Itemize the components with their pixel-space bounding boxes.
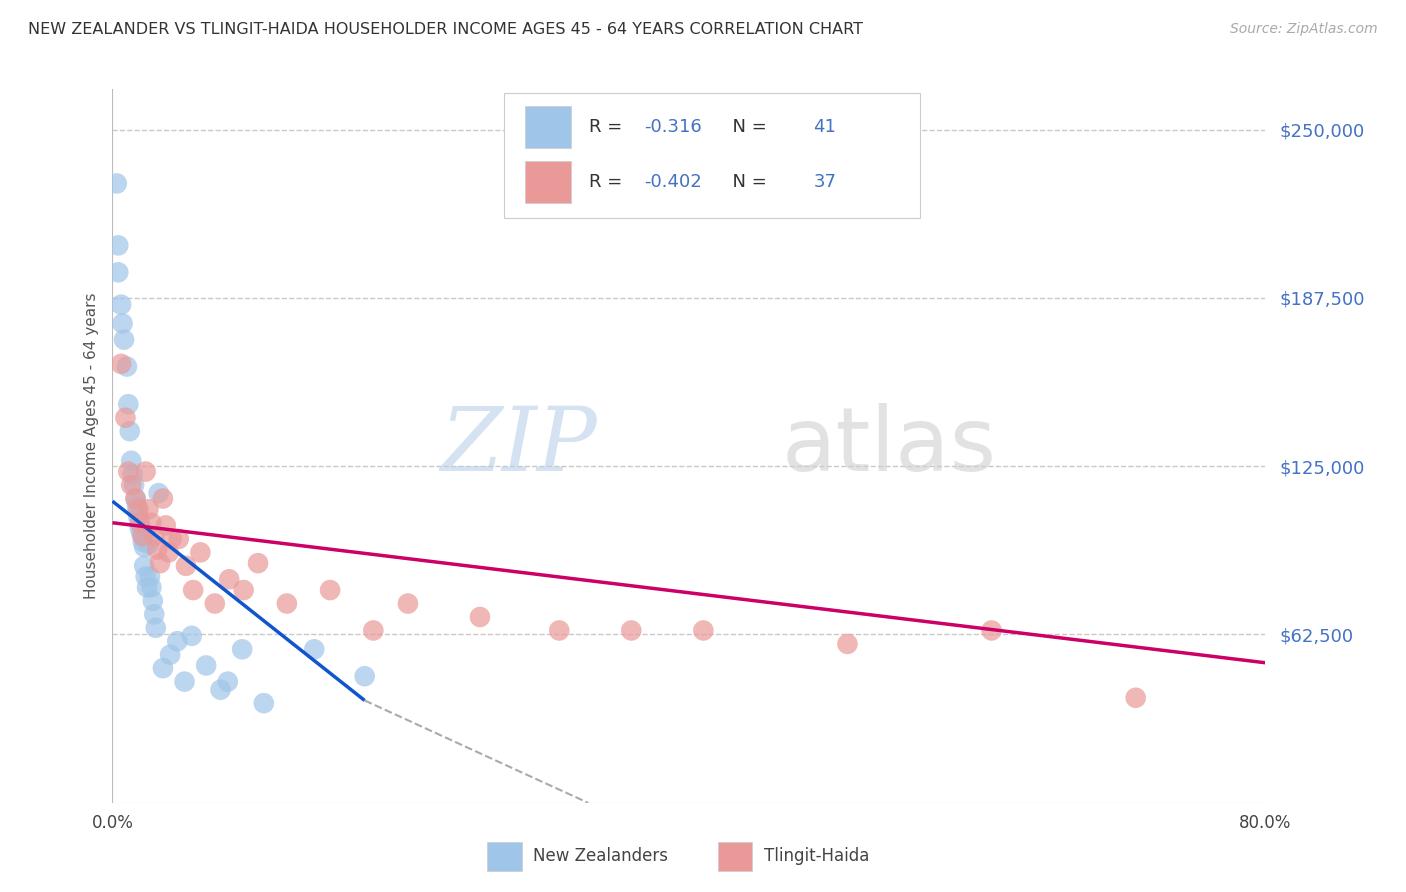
Point xyxy=(174,558,197,573)
Point xyxy=(115,359,138,374)
Point xyxy=(129,526,153,541)
Point xyxy=(319,583,342,598)
Point xyxy=(118,424,141,438)
Point xyxy=(141,580,163,594)
Point xyxy=(980,624,1002,638)
Text: NEW ZEALANDER VS TLINGIT-HAIDA HOUSEHOLDER INCOME AGES 45 - 64 YEARS CORRELATION: NEW ZEALANDER VS TLINGIT-HAIDA HOUSEHOLD… xyxy=(28,22,863,37)
Point xyxy=(145,621,167,635)
Bar xyxy=(486,842,522,871)
Point xyxy=(247,556,270,570)
Point xyxy=(134,558,156,573)
Point xyxy=(837,637,859,651)
Point xyxy=(105,177,128,191)
Point xyxy=(107,265,129,279)
Point xyxy=(114,410,136,425)
Text: R =: R = xyxy=(589,173,627,191)
Point xyxy=(107,238,129,252)
Point xyxy=(117,397,139,411)
Text: 41: 41 xyxy=(814,118,837,136)
Point xyxy=(468,610,491,624)
Point xyxy=(167,532,190,546)
Text: Source: ZipAtlas.com: Source: ZipAtlas.com xyxy=(1230,22,1378,37)
Point xyxy=(125,500,148,514)
Point xyxy=(396,597,419,611)
Point xyxy=(132,529,155,543)
Point xyxy=(135,465,157,479)
Point xyxy=(217,674,239,689)
Point xyxy=(128,516,150,530)
Text: ZIP: ZIP xyxy=(440,402,596,490)
Bar xyxy=(526,161,571,203)
Bar xyxy=(526,105,571,148)
Point xyxy=(155,518,177,533)
Point xyxy=(142,594,165,608)
FancyBboxPatch shape xyxy=(505,93,920,218)
Point xyxy=(148,486,170,500)
Point xyxy=(112,333,135,347)
Point xyxy=(143,607,166,622)
Point xyxy=(132,534,155,549)
Point xyxy=(121,467,143,482)
Point xyxy=(209,682,232,697)
Point xyxy=(117,465,139,479)
Point xyxy=(110,357,132,371)
Point xyxy=(304,642,326,657)
Point xyxy=(152,661,174,675)
Point xyxy=(363,624,385,638)
Text: atlas: atlas xyxy=(782,402,997,490)
Point xyxy=(204,597,226,611)
Point xyxy=(253,696,276,710)
Point xyxy=(143,529,166,543)
Point xyxy=(141,516,163,530)
Point xyxy=(124,491,146,506)
Text: 37: 37 xyxy=(814,173,837,191)
Point xyxy=(134,540,156,554)
Point xyxy=(135,569,157,583)
Point xyxy=(548,624,571,638)
Point xyxy=(152,491,174,506)
Point xyxy=(232,583,254,598)
Text: N =: N = xyxy=(721,173,773,191)
Point xyxy=(149,556,172,570)
Point xyxy=(159,648,181,662)
Point xyxy=(181,583,204,598)
Point xyxy=(160,532,183,546)
Point xyxy=(122,478,145,492)
Point xyxy=(127,510,149,524)
Point xyxy=(120,454,142,468)
Point xyxy=(138,502,160,516)
Point xyxy=(138,537,160,551)
Text: New Zealanders: New Zealanders xyxy=(533,847,668,865)
Point xyxy=(353,669,375,683)
Point xyxy=(124,491,146,506)
Point xyxy=(111,317,134,331)
Point xyxy=(173,674,195,689)
Point xyxy=(157,545,180,559)
Point xyxy=(218,572,240,586)
Text: R =: R = xyxy=(589,118,627,136)
Text: N =: N = xyxy=(721,118,773,136)
Point xyxy=(146,542,169,557)
Text: Tlingit-Haida: Tlingit-Haida xyxy=(763,847,869,865)
Point xyxy=(180,629,202,643)
Point xyxy=(127,502,149,516)
Point xyxy=(166,634,188,648)
Point xyxy=(128,521,150,535)
Point xyxy=(110,298,132,312)
Point xyxy=(231,642,253,657)
Y-axis label: Householder Income Ages 45 - 64 years: Householder Income Ages 45 - 64 years xyxy=(83,293,98,599)
Point xyxy=(195,658,218,673)
Point xyxy=(120,478,142,492)
Point xyxy=(139,569,162,583)
Point xyxy=(620,624,643,638)
Point xyxy=(276,597,298,611)
Bar xyxy=(717,842,752,871)
Text: -0.316: -0.316 xyxy=(644,118,702,136)
Point xyxy=(1125,690,1147,705)
Point xyxy=(136,580,159,594)
Text: -0.402: -0.402 xyxy=(644,173,702,191)
Point xyxy=(692,624,714,638)
Point xyxy=(190,545,212,559)
